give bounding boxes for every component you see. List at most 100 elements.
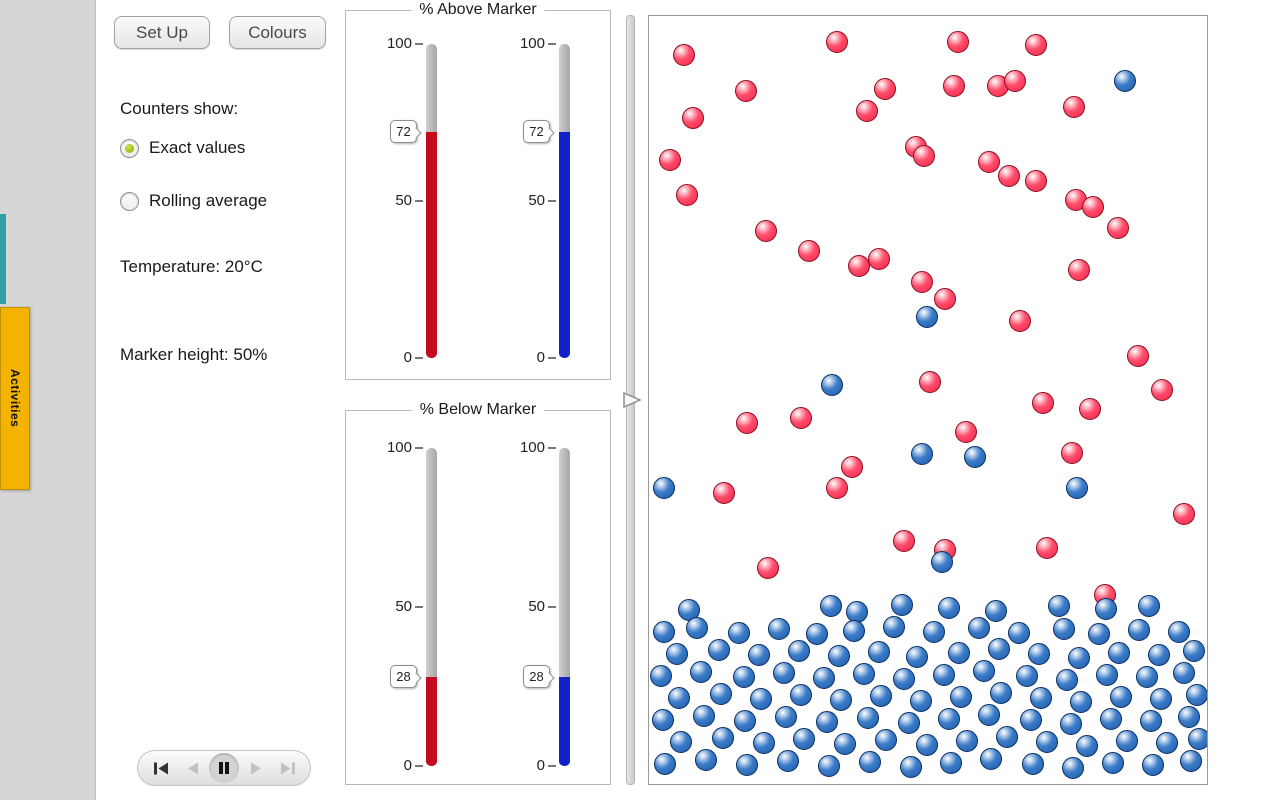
blue-particle [980,748,1002,770]
scale-tick [548,606,556,608]
blue-particle [859,751,881,773]
blue-particle [1020,709,1042,731]
pink-particle [1107,217,1129,239]
blue-particle [893,668,915,690]
pink-particle [1009,310,1031,332]
scale-tick [415,447,423,449]
gauge-value-badge: 28 [523,665,550,688]
blue-particle [985,600,1007,622]
blue-particle [793,728,815,750]
scale-label: 50 [395,192,412,209]
pink-particle [659,149,681,171]
gauge-value-badge: 28 [390,665,417,688]
pink-particle [934,288,956,310]
activities-tab-label: Activities [8,369,22,428]
pink-particle [673,44,695,66]
blue-particle [1088,623,1110,645]
blue-particle [710,683,732,705]
scale-tick [415,765,423,767]
pink-particle [1082,196,1104,218]
scale-tick [548,357,556,359]
pink-particle [755,220,777,242]
pink-particle [1068,259,1090,281]
gauge-value-badge: 72 [523,120,550,143]
pink-particle [798,240,820,262]
scale-label: 0 [536,349,545,366]
blue-particle [736,754,758,776]
pink-particle [919,371,941,393]
scale-label: 0 [403,349,412,366]
skip-to-end-button[interactable] [273,753,303,783]
blue-particle [816,711,838,733]
blue-particle [666,643,688,665]
radio-exact-values[interactable]: Exact values [120,138,245,158]
blue-particle [788,640,810,662]
blue-particle [1096,664,1118,686]
pink-particle [978,151,1000,173]
radio-unselected-icon[interactable] [120,191,139,211]
radio-selected-icon[interactable] [120,138,139,158]
pink-particle [757,557,779,579]
blue-particle [652,709,674,731]
blue-particle [910,690,932,712]
pink-particle [1032,392,1054,414]
blue-particle [813,667,835,689]
step-back-icon [187,762,198,774]
blue-particle [1060,713,1082,735]
blue-particle [931,551,953,573]
gauge-track [559,448,570,766]
pink-particle [874,78,896,100]
pink-particle [856,100,878,122]
blue-particle [653,477,675,499]
set-up-button[interactable]: Set Up [114,16,210,49]
colours-button[interactable]: Colours [229,16,326,49]
blue-particle [1102,752,1124,774]
activities-tab[interactable]: Activities [0,307,30,490]
blue-particle [1070,691,1092,713]
blue-particle [830,689,852,711]
blue-particle [1028,643,1050,665]
sim-area [648,15,1208,785]
pink-particle [790,407,812,429]
pause-button[interactable] [209,753,239,783]
blue-particle [668,687,690,709]
pink-particle [826,31,848,53]
gauge-fill [426,132,437,358]
step-forward-button[interactable] [241,753,271,783]
blue-particle [1110,686,1132,708]
blue-particle [1008,622,1030,644]
radio-rolling-average[interactable]: Rolling average [120,191,267,211]
step-back-button[interactable] [177,753,207,783]
blue-particle [821,374,843,396]
blue-particle [950,686,972,708]
above-marker-panel: % Above Marker 100 50 0 72 100 50 0 72 [345,1,611,380]
marker-slider-handle[interactable] [622,391,642,409]
playback-controls [137,750,311,786]
blue-particle [790,684,812,706]
blue-particle [956,730,978,752]
blue-particle [753,732,775,754]
blue-particle [1128,619,1150,641]
blue-particle [938,708,960,730]
blue-particle [1114,70,1136,92]
blue-particle [820,595,842,617]
side-tab-teal[interactable] [0,214,6,304]
above-marker-title: % Above Marker [411,1,545,19]
blue-particle [1156,732,1178,754]
blue-particle [690,661,712,683]
blue-particle [933,664,955,686]
blue-particle [748,644,770,666]
scale-label: 0 [536,757,545,774]
blue-particle [1076,735,1098,757]
below-red-gauge: 100 50 0 28 [376,411,471,784]
blue-particle [1016,665,1038,687]
blue-particle [1188,728,1207,750]
scale-label: 50 [528,598,545,615]
blue-particle [1142,754,1164,776]
skip-to-start-button[interactable] [145,753,175,783]
scale-tick [415,357,423,359]
pink-particle [1061,442,1083,464]
temperature-label: Temperature: 20°C [120,257,263,276]
blue-particle [898,712,920,734]
